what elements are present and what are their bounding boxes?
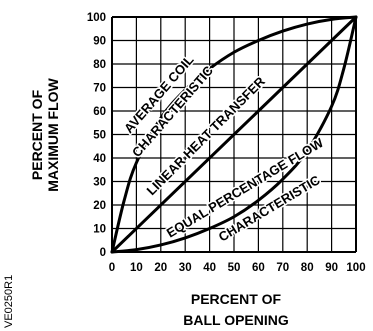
- grid: [111, 16, 357, 253]
- y-tick-label: 70: [93, 83, 106, 95]
- x-tick-label: 70: [276, 262, 289, 274]
- y-tick-label: 60: [93, 106, 106, 118]
- y-tick-label: 40: [93, 153, 106, 165]
- y-tick-label: 0: [100, 247, 106, 259]
- x-axis-title-line1: PERCENT OF: [191, 291, 282, 307]
- y-tick-label: 10: [93, 224, 106, 236]
- x-tick-label: 80: [301, 262, 314, 274]
- y-tick-label: 50: [93, 130, 106, 142]
- x-tick-label: 40: [203, 262, 216, 274]
- x-tick-label: 30: [179, 262, 192, 274]
- y-axis-title-line2: MAXIMUM FLOW: [45, 77, 61, 191]
- ticks: 0 10 20 30 40 50 60 70 80 90 100 0 10 20 30 40 50 60 70 80 9…: [87, 12, 366, 274]
- curves: [110, 15, 358, 254]
- figure-id: VE0250R1: [3, 275, 15, 328]
- x-tick-label: 100: [346, 262, 365, 274]
- x-tick-label: 60: [252, 262, 265, 274]
- x-tick-label: 10: [130, 262, 143, 274]
- x-tick-label: 20: [154, 262, 167, 274]
- y-tick-label: 100: [87, 12, 106, 24]
- x-tick-label: 90: [325, 262, 338, 274]
- y-tick-label: 80: [93, 59, 106, 71]
- y-tick-label: 30: [93, 177, 106, 189]
- equal-percentage-curve: [110, 15, 358, 254]
- linear-heat-transfer-line: [110, 15, 358, 254]
- x-tick-label: 50: [228, 262, 241, 274]
- y-tick-label: 20: [93, 200, 106, 212]
- y-tick-label: 90: [93, 36, 106, 48]
- x-axis-title-line2: BALL OPENING: [183, 312, 289, 328]
- average-coil-curve: [110, 15, 358, 254]
- y-axis-title-line1: PERCENT OF: [29, 89, 45, 180]
- x-tick-label: 0: [109, 262, 115, 274]
